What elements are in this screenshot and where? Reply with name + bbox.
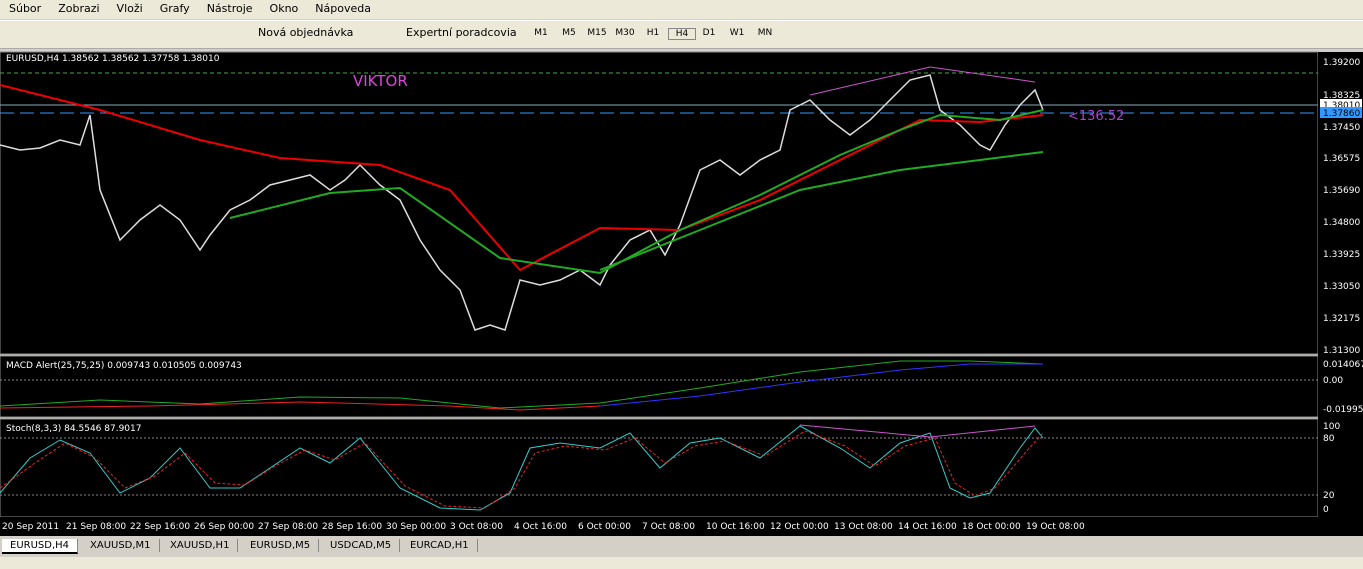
- timeframe-button[interactable]: H4: [668, 28, 696, 40]
- chart-tab[interactable]: XAUUSD,H1: [162, 539, 239, 552]
- indicator-header: Stoch(8,3,3) 84.5546 87.9017: [6, 424, 141, 434]
- macd-label: -0.01995: [1323, 405, 1363, 415]
- annotation: VIKTOR: [353, 72, 408, 90]
- price-marker: [1320, 107, 1362, 118]
- timeframe-button[interactable]: M1: [534, 28, 548, 38]
- macd-line: [0, 360, 1044, 409]
- price-marker: [1320, 99, 1362, 110]
- price-path: [0, 74, 1044, 331]
- time-label: 18 Oct 00:00: [962, 522, 1021, 532]
- price-label: 1.32175: [1323, 314, 1360, 324]
- stoch-pane: [0, 418, 1319, 518]
- timeframe-button[interactable]: H1: [646, 28, 660, 38]
- price-label: 1.36575: [1323, 154, 1360, 164]
- stoch-label: 100: [1323, 422, 1340, 432]
- time-label: 10 Oct 16:00: [706, 522, 765, 532]
- time-label: 30 Sep 00:00: [386, 522, 446, 532]
- price-label: 1.37450: [1323, 123, 1360, 133]
- menu-item[interactable]: Nápoveda: [315, 2, 371, 15]
- price-pane: [0, 51, 1319, 355]
- time-label: 12 Oct 00:00: [770, 522, 829, 532]
- time-label: 14 Oct 16:00: [898, 522, 957, 532]
- stoch-signal: [0, 430, 1044, 509]
- macd-label: 0.014067: [1323, 360, 1363, 370]
- status-bar: [0, 557, 1363, 569]
- price-label: 1.39200: [1323, 58, 1360, 68]
- trend-line: [809, 66, 1036, 96]
- chart-tab[interactable]: EURUSD,H4: [2, 539, 79, 554]
- price-label: 1.34800: [1323, 218, 1360, 228]
- timeframe-button[interactable]: D1: [702, 28, 716, 38]
- stoch-label: 0: [1323, 505, 1329, 515]
- trend-line: [799, 424, 1036, 438]
- time-label: 28 Sep 16:00: [322, 522, 382, 532]
- stoch-main: [0, 425, 1044, 511]
- time-label: 4 Oct 16:00: [514, 522, 567, 532]
- moving-average: [229, 109, 1044, 275]
- timeframe-button[interactable]: M30: [615, 28, 635, 38]
- macd-signal: [599, 363, 1043, 407]
- time-label: 20 Sep 2011: [2, 522, 59, 532]
- price-label: 1.33925: [1323, 250, 1360, 260]
- time-label: 7 Oct 08:00: [642, 522, 695, 532]
- chart-tab[interactable]: EURCAD,H1: [402, 539, 478, 552]
- menu-item[interactable]: Súbor: [9, 2, 42, 15]
- time-label: 27 Sep 08:00: [258, 522, 318, 532]
- moving-average: [599, 151, 1044, 271]
- time-label: 13 Oct 08:00: [834, 522, 893, 532]
- indicator-header: MACD Alert(25,75,25) 0.009743 0.010505 0…: [6, 361, 242, 371]
- price-label: 1.33050: [1323, 282, 1360, 292]
- price-label: 1.35690: [1323, 186, 1360, 196]
- time-label: 19 Oct 08:00: [1026, 522, 1085, 532]
- chart-tab[interactable]: EURUSD,M5: [242, 539, 320, 552]
- chart-window: EURUSD,H4 1.38562 1.38562 1.37758 1.3801…: [0, 51, 1363, 536]
- new-order-button[interactable]: Nová objednávka: [258, 26, 354, 39]
- menu-item[interactable]: Vloži: [116, 2, 143, 15]
- menu-bar: Súbor Zobrazi Vloži Grafy Nástroje Okno Nápove…: [0, 0, 1363, 19]
- macd-signal: [0, 401, 601, 411]
- macd-label: 0.00: [1323, 376, 1343, 386]
- time-label: 6 Oct 00:00: [578, 522, 631, 532]
- time-label: 26 Sep 00:00: [194, 522, 254, 532]
- macd-pane: [0, 355, 1319, 418]
- timeframe-button[interactable]: W1: [729, 28, 745, 38]
- time-label: 22 Sep 16:00: [130, 522, 190, 532]
- menu-item[interactable]: Grafy: [159, 2, 190, 15]
- stoch-label: 20: [1323, 491, 1335, 501]
- price-label: 1.38325: [1323, 91, 1360, 101]
- chart-header: EURUSD,H4 1.38562 1.38562 1.37758 1.3801…: [6, 54, 220, 64]
- timeframe-button[interactable]: MN: [757, 28, 773, 38]
- chart-tab[interactable]: USDCAD,M5: [322, 539, 401, 552]
- menu-item[interactable]: Okno: [269, 2, 299, 15]
- experts-button[interactable]: Expertní poradcovia: [406, 26, 517, 39]
- price-axis: [1318, 52, 1363, 517]
- menu-item[interactable]: Zobrazi: [58, 2, 100, 15]
- toolbar: Nová objednávka Expertní poradcovia M1 M5…: [0, 20, 1363, 49]
- stoch-label: 80: [1323, 434, 1335, 444]
- timeframe-button[interactable]: M5: [562, 28, 576, 38]
- time-label: 21 Sep 08:00: [66, 522, 126, 532]
- price-label: 1.37860: [1323, 109, 1360, 119]
- time-axis: [0, 517, 1363, 536]
- menu-item[interactable]: Nástroje: [206, 2, 253, 15]
- price-label: 1.31300: [1323, 346, 1360, 356]
- tab-bar: EURUSD,H4 XAUUSD,M1 XAUUSD,H1 EURUSD,M5 USDC…: [0, 537, 1363, 555]
- time-label: 3 Oct 08:00: [450, 522, 503, 532]
- chart-tab[interactable]: XAUUSD,M1: [82, 539, 160, 552]
- annotation: <136.52: [1068, 109, 1124, 124]
- price-label: 1.38010: [1323, 101, 1360, 111]
- timeframe-button[interactable]: M15: [587, 28, 607, 38]
